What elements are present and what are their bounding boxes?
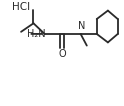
Text: HCl: HCl bbox=[12, 2, 31, 12]
Text: H₂N: H₂N bbox=[27, 29, 46, 39]
Text: N: N bbox=[78, 21, 86, 31]
Text: O: O bbox=[58, 49, 66, 59]
